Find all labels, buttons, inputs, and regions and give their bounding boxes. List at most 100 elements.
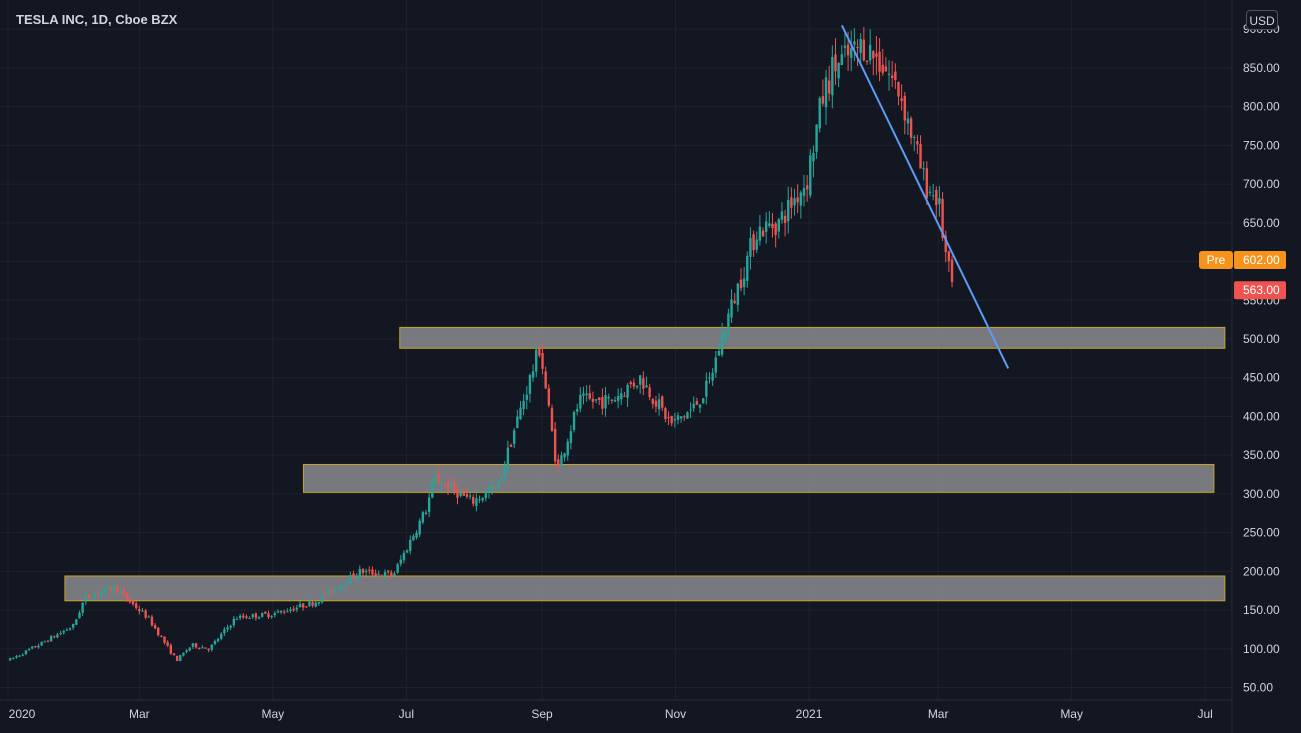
candle-body: [100, 592, 103, 597]
y-tick-label: 750.00: [1243, 138, 1280, 152]
candle-body: [484, 491, 488, 499]
currency-button[interactable]: USD: [1246, 10, 1278, 30]
y-tick-label: 800.00: [1243, 100, 1280, 114]
candle-body: [913, 136, 916, 138]
candle-body: [405, 550, 409, 553]
candle-body: [749, 238, 752, 257]
candle-body: [525, 394, 528, 400]
candle-body: [226, 627, 229, 630]
candle-body: [175, 655, 179, 662]
candle-body: [270, 616, 273, 618]
candle-body: [868, 44, 872, 61]
candle-body: [103, 588, 106, 592]
candle-body: [620, 393, 623, 400]
candle-body: [531, 371, 535, 378]
candle-body: [443, 483, 447, 485]
candle-body: [755, 239, 758, 250]
candle-body: [626, 384, 629, 398]
candle-body: [516, 416, 519, 429]
candle-body: [579, 394, 582, 409]
candlestick-series[interactable]: [8, 26, 954, 662]
candle-body: [840, 54, 843, 66]
candle-body: [431, 482, 434, 498]
candle-body: [708, 377, 711, 379]
candle-body: [201, 647, 204, 649]
candle-body: [585, 393, 588, 396]
candle-body: [374, 573, 377, 576]
candle-body: [783, 215, 787, 223]
candle-body: [890, 75, 894, 78]
chart-title: TESLA INC, 1D, Cboe BZX: [16, 12, 178, 27]
candle-body: [172, 653, 176, 656]
zone-320[interactable]: [302, 463, 1215, 493]
candle-body: [468, 495, 472, 497]
candle-body: [582, 393, 585, 396]
candle-body: [629, 382, 632, 385]
candle-body: [191, 643, 195, 647]
y-tick-label: 400.00: [1243, 409, 1280, 423]
x-tick-label: Jul: [399, 707, 414, 721]
candle-body: [276, 611, 280, 613]
candle-body: [465, 494, 469, 497]
candle-body: [925, 168, 929, 199]
x-tick-label: 2020: [9, 707, 36, 721]
candle-body: [368, 569, 371, 571]
candle-body: [131, 601, 135, 605]
candle-body: [349, 575, 352, 584]
candle-body: [37, 645, 40, 648]
candle-body: [758, 226, 762, 241]
pre-market-label-badge: [1199, 251, 1233, 270]
trendline-layer[interactable]: [840, 24, 1010, 369]
zone-500[interactable]: [399, 326, 1226, 349]
candle-body: [377, 573, 380, 575]
candle-body: [651, 399, 654, 404]
candle-body: [686, 412, 689, 419]
x-tick-label: Sep: [531, 707, 553, 721]
candle-body: [116, 585, 119, 593]
candle-body: [235, 619, 239, 621]
zone-175[interactable]: [64, 575, 1226, 602]
candle-body: [878, 51, 881, 72]
candle-body: [790, 197, 793, 208]
candle-body: [279, 611, 283, 613]
candle-body: [188, 647, 191, 651]
y-tick-label: 50.00: [1243, 681, 1273, 695]
x-tick-label: Nov: [665, 707, 686, 721]
candle-body: [550, 408, 554, 431]
candle-body: [182, 652, 185, 656]
candle-body: [440, 485, 443, 487]
candle-body: [220, 633, 223, 639]
candle-body: [695, 401, 699, 405]
candle-body: [752, 234, 755, 251]
y-tick-label: 200.00: [1243, 564, 1280, 578]
trendline[interactable]: [840, 24, 1010, 369]
candle-body: [106, 586, 110, 589]
candle-body: [355, 576, 358, 580]
candle-body: [843, 45, 847, 48]
candle-body: [733, 300, 736, 303]
candle-body: [147, 616, 150, 618]
candle-body: [153, 625, 157, 629]
x-tick-label: Jul: [1197, 707, 1212, 721]
candle-body: [805, 185, 809, 190]
candle-body: [87, 594, 91, 599]
candle-body: [314, 602, 317, 607]
candle-body: [522, 400, 525, 410]
candle-body: [15, 656, 18, 658]
candle-body: [160, 635, 163, 637]
y-tick-label: 700.00: [1243, 177, 1280, 191]
support-zones[interactable]: [64, 326, 1226, 602]
candle-body: [799, 192, 803, 206]
candle-body: [311, 602, 314, 606]
candle-body: [894, 71, 897, 80]
candle-body: [62, 630, 65, 633]
candle-body: [689, 409, 692, 411]
last-price: 563.00: [1243, 283, 1280, 297]
time-axis[interactable]: 2020 Mar May Jul Sep Nov 2021 Mar May Jul: [9, 707, 1213, 721]
candle-body: [434, 475, 437, 483]
candle-body: [875, 53, 878, 57]
candle-body: [541, 352, 544, 369]
candle-body: [418, 520, 421, 535]
candle-body: [490, 485, 494, 491]
